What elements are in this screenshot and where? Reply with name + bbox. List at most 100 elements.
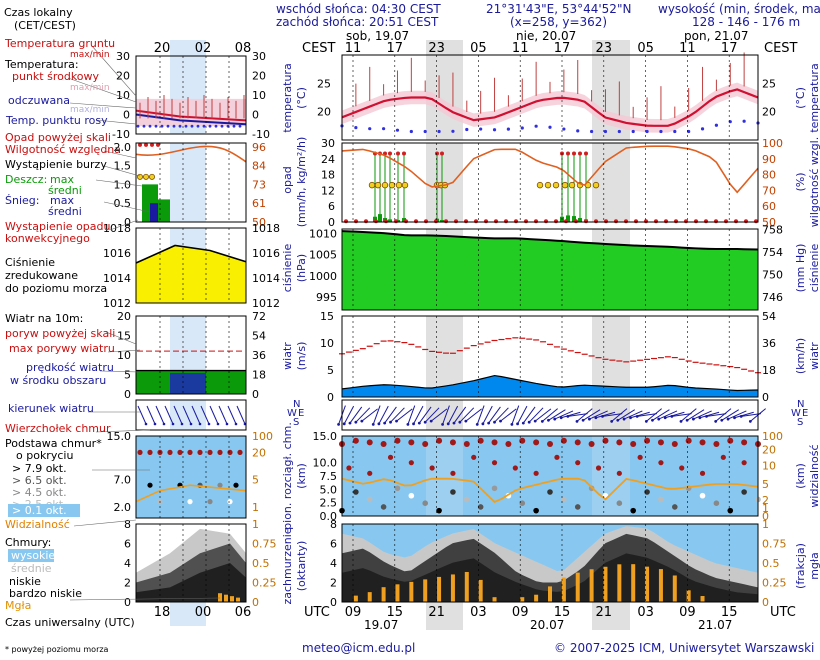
- cloud-top-dot: [574, 439, 581, 446]
- cloud-top-dot: [367, 470, 373, 476]
- wind-arrow: [407, 405, 416, 425]
- fog-bar: [381, 587, 386, 602]
- dew-point: [479, 127, 483, 131]
- legend-cover-tick: 8: [124, 518, 131, 531]
- legend-pres-tick: 1014: [103, 272, 131, 285]
- vis-tick-10: 10: [762, 459, 776, 472]
- legend-cloud-top: [147, 449, 153, 455]
- legend-utc-tick: 06: [235, 605, 252, 620]
- local-tick-1: 17: [387, 41, 404, 56]
- night-band-precip-1: [592, 143, 630, 222]
- legend-cloud-top: [207, 449, 213, 455]
- legend-over-scale: [144, 142, 148, 147]
- convective-marker: [474, 219, 478, 224]
- legend-dew-dot: [196, 124, 200, 128]
- legend-local-tick: 08: [235, 41, 252, 56]
- precip-over-scale: [440, 151, 444, 156]
- legend-wind-arrow: [236, 405, 246, 425]
- legend-cloud-base: Podstawa chmur*: [5, 437, 102, 450]
- legend-wind-arrow: [200, 405, 210, 425]
- cloud-top-dot: [471, 454, 477, 460]
- wind-arrow-head: [348, 421, 352, 425]
- legend-prec-tick: 1.0: [114, 178, 132, 191]
- legend-dew-dot: [166, 124, 170, 128]
- legend-precip-above: Opad powyżej skali: [5, 131, 111, 144]
- cloud-top-dot: [644, 437, 651, 444]
- cloud-tick: 5.0: [320, 483, 338, 496]
- frame-temp: [341, 54, 759, 141]
- temp-band: [342, 82, 758, 133]
- legend-vis-tick: 100: [252, 430, 273, 443]
- legend-hum-tick: 84: [252, 160, 266, 173]
- wind-arrow: [384, 406, 397, 424]
- wind-arrow: [630, 411, 650, 419]
- wind-arrow: [482, 405, 493, 425]
- cloud-top-dot: [491, 439, 498, 446]
- frame-cover: [341, 523, 759, 603]
- legend-night-top: [170, 40, 206, 56]
- legend-humidity-line: [135, 145, 247, 163]
- dew-point: [603, 129, 608, 134]
- legend-fog-bar: [218, 593, 222, 602]
- cloud-top-dot: [679, 465, 685, 471]
- convective-marker: [434, 219, 438, 224]
- convective-marker: [714, 219, 718, 224]
- wind-arrow: [589, 410, 608, 420]
- legend-wind-arrow: [155, 405, 165, 425]
- fog-bar: [534, 594, 539, 602]
- legend-wind-arrow: [191, 405, 201, 425]
- legend-rain-bar2: [158, 199, 170, 222]
- wind-arrow: [595, 411, 616, 419]
- wind-arrow-head: [499, 419, 502, 423]
- legend-dew-dot: [142, 124, 146, 128]
- convective-marker: [354, 219, 358, 224]
- convective-marker: [704, 219, 708, 224]
- wind-arrow-head: [383, 421, 387, 425]
- dew-point: [465, 127, 469, 132]
- convective-marker: [724, 219, 728, 224]
- fog-tick-1: 1: [762, 518, 769, 531]
- cloud-top-dot: [533, 439, 540, 446]
- legend-pres-tick: 1016: [103, 247, 131, 260]
- local-tick-6: 23: [596, 41, 613, 56]
- wind-arrow: [488, 406, 501, 424]
- cloud-base-dot: [519, 500, 526, 507]
- date-bottom-1: 19.07: [364, 618, 398, 632]
- legend-wind-tick: 15: [117, 330, 131, 343]
- humidity-axis-unit: (%): [794, 172, 807, 191]
- cloud-top-dot: [429, 465, 435, 471]
- legend-wind-head: [180, 422, 184, 426]
- legend-storm: Wystąpienie burzy: [5, 158, 107, 171]
- legend-cloud-tick: 7.0: [114, 474, 132, 487]
- cloud-base-dot: [699, 492, 706, 499]
- precip-tick-18: 18: [321, 169, 335, 182]
- footer-email[interactable]: meteo@icm.edu.pl: [302, 641, 415, 655]
- okt01-bg: [8, 504, 80, 517]
- legend-cloud-base: [233, 482, 239, 488]
- cloud-base-dot: [672, 504, 678, 510]
- footnote: * powyżej poziomu morza: [5, 645, 109, 654]
- fog-bar: [603, 566, 608, 602]
- legend-temp-tick-r: 0: [252, 109, 259, 122]
- legend-leader: [109, 219, 139, 231]
- convective-marker: [454, 219, 458, 224]
- convective-marker: [524, 219, 528, 224]
- precip-tick-6: 6: [328, 200, 335, 213]
- fog-bar: [395, 584, 400, 602]
- fog-bar: [672, 575, 677, 602]
- convective-marker: [644, 219, 648, 224]
- fog-tick-0.25: 0.25: [762, 577, 787, 590]
- fog-bar: [353, 595, 358, 602]
- legend-low: niskie: [9, 575, 41, 588]
- kmh-tick-36: 36: [762, 337, 776, 350]
- legend-pressure2: zredukowane: [5, 269, 78, 282]
- legend-cloud-top: [137, 449, 143, 455]
- legend-temp-tick-r: -10: [252, 128, 270, 141]
- cloud-top-dot: [533, 470, 539, 476]
- day-label-1: sob, 19.07: [346, 29, 409, 43]
- convective-marker: [424, 219, 428, 224]
- fog-tick-0.75: 0.75: [762, 538, 787, 551]
- legend-leader: [103, 150, 137, 159]
- wind-arrow: [542, 408, 558, 422]
- temp-axis-unit-r: temperatura: [808, 63, 820, 132]
